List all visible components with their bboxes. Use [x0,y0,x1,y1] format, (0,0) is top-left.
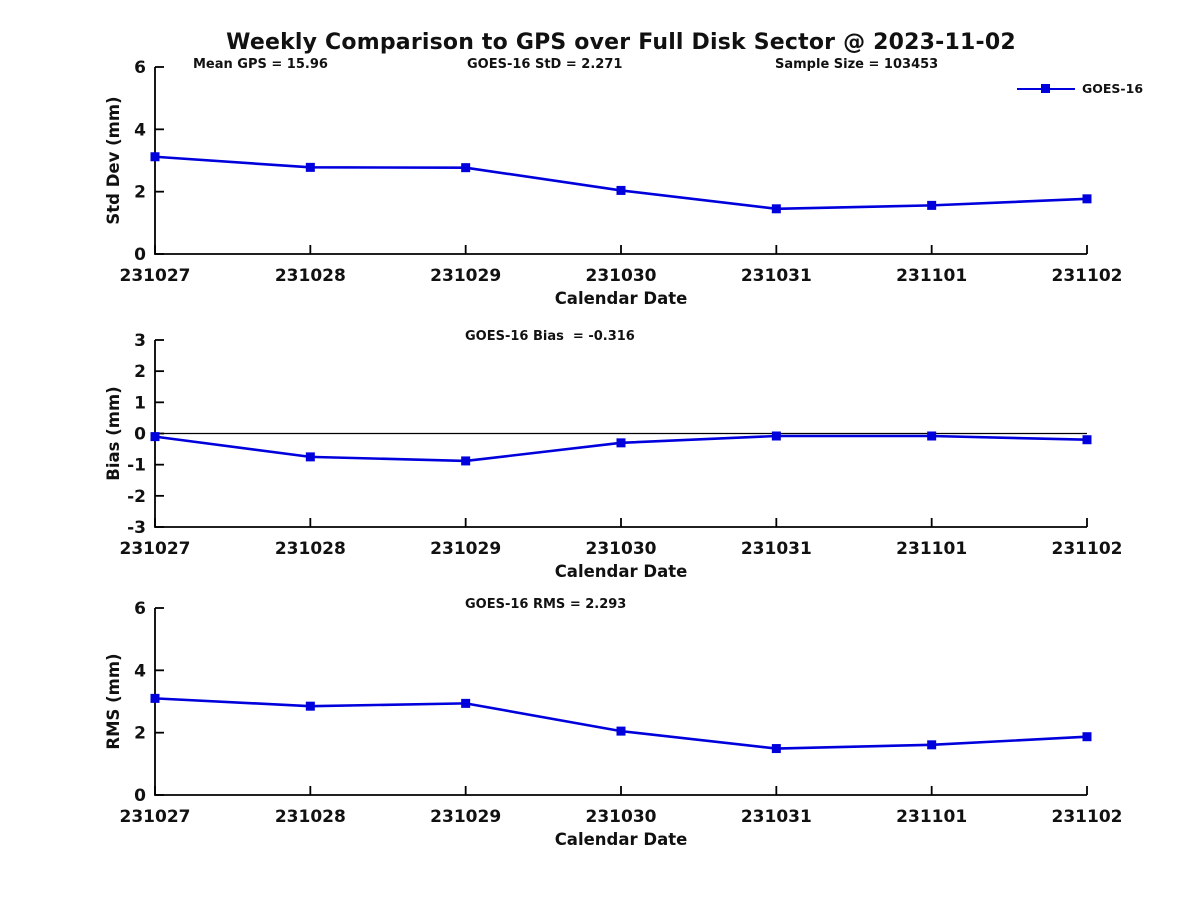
annotation-goes16-std: GOES-16 StD = 2.271 [467,57,623,72]
svg-text:231101: 231101 [896,807,967,827]
svg-text:6: 6 [134,599,146,619]
svg-text:0: 0 [134,245,146,265]
svg-text:231101: 231101 [896,539,967,559]
svg-text:6: 6 [134,58,146,78]
svg-text:231101: 231101 [896,266,967,286]
svg-text:231031: 231031 [741,539,812,559]
annotation-mean-gps: Mean GPS = 15.96 [193,57,328,72]
svg-text:231029: 231029 [430,807,501,827]
svg-text:Calendar Date: Calendar Date [555,289,688,308]
annotation-goes16-rms: GOES-16 RMS = 2.293 [465,597,627,612]
svg-text:231029: 231029 [430,539,501,559]
svg-text:2: 2 [134,362,146,382]
svg-text:0: 0 [134,425,146,445]
svg-text:RMS (mm): RMS (mm) [104,653,123,749]
figure-title: Weekly Comparison to GPS over Full Disk … [226,30,1016,55]
svg-text:-2: -2 [127,487,146,507]
svg-text:-3: -3 [127,518,146,538]
svg-text:231029: 231029 [430,266,501,286]
svg-text:4: 4 [134,120,146,140]
svg-text:2: 2 [134,183,146,203]
svg-text:231030: 231030 [586,807,657,827]
svg-text:4: 4 [134,661,146,681]
svg-text:231028: 231028 [275,539,346,559]
svg-text:2: 2 [134,724,146,744]
svg-text:231102: 231102 [1052,807,1123,827]
svg-text:231028: 231028 [275,266,346,286]
svg-text:Bias (mm): Bias (mm) [104,386,123,480]
svg-text:231030: 231030 [586,266,657,286]
svg-text:231031: 231031 [741,266,812,286]
annotation-goes16-bias: GOES-16 Bias = -0.316 [465,329,635,344]
svg-text:Calendar Date: Calendar Date [555,562,688,581]
svg-text:231031: 231031 [741,807,812,827]
svg-text:Std Dev (mm): Std Dev (mm) [104,96,123,224]
legend-label: GOES-16 [1082,81,1144,96]
svg-text:231102: 231102 [1052,539,1123,559]
svg-text:231027: 231027 [120,807,191,827]
svg-text:3: 3 [134,331,146,351]
legend-square-marker-icon [1041,84,1050,94]
legend: GOES-16 [1017,82,1143,96]
svg-text:231102: 231102 [1052,266,1123,286]
annotation-sample-size: Sample Size = 103453 [775,57,939,72]
svg-text:0: 0 [134,786,146,806]
svg-text:-1: -1 [127,456,146,476]
svg-text:Calendar Date: Calendar Date [555,830,688,849]
svg-text:1: 1 [134,393,146,413]
svg-text:231027: 231027 [120,539,191,559]
legend-line-sample [1017,84,1075,94]
svg-text:231028: 231028 [275,807,346,827]
svg-text:231030: 231030 [586,539,657,559]
svg-text:231027: 231027 [120,266,191,286]
